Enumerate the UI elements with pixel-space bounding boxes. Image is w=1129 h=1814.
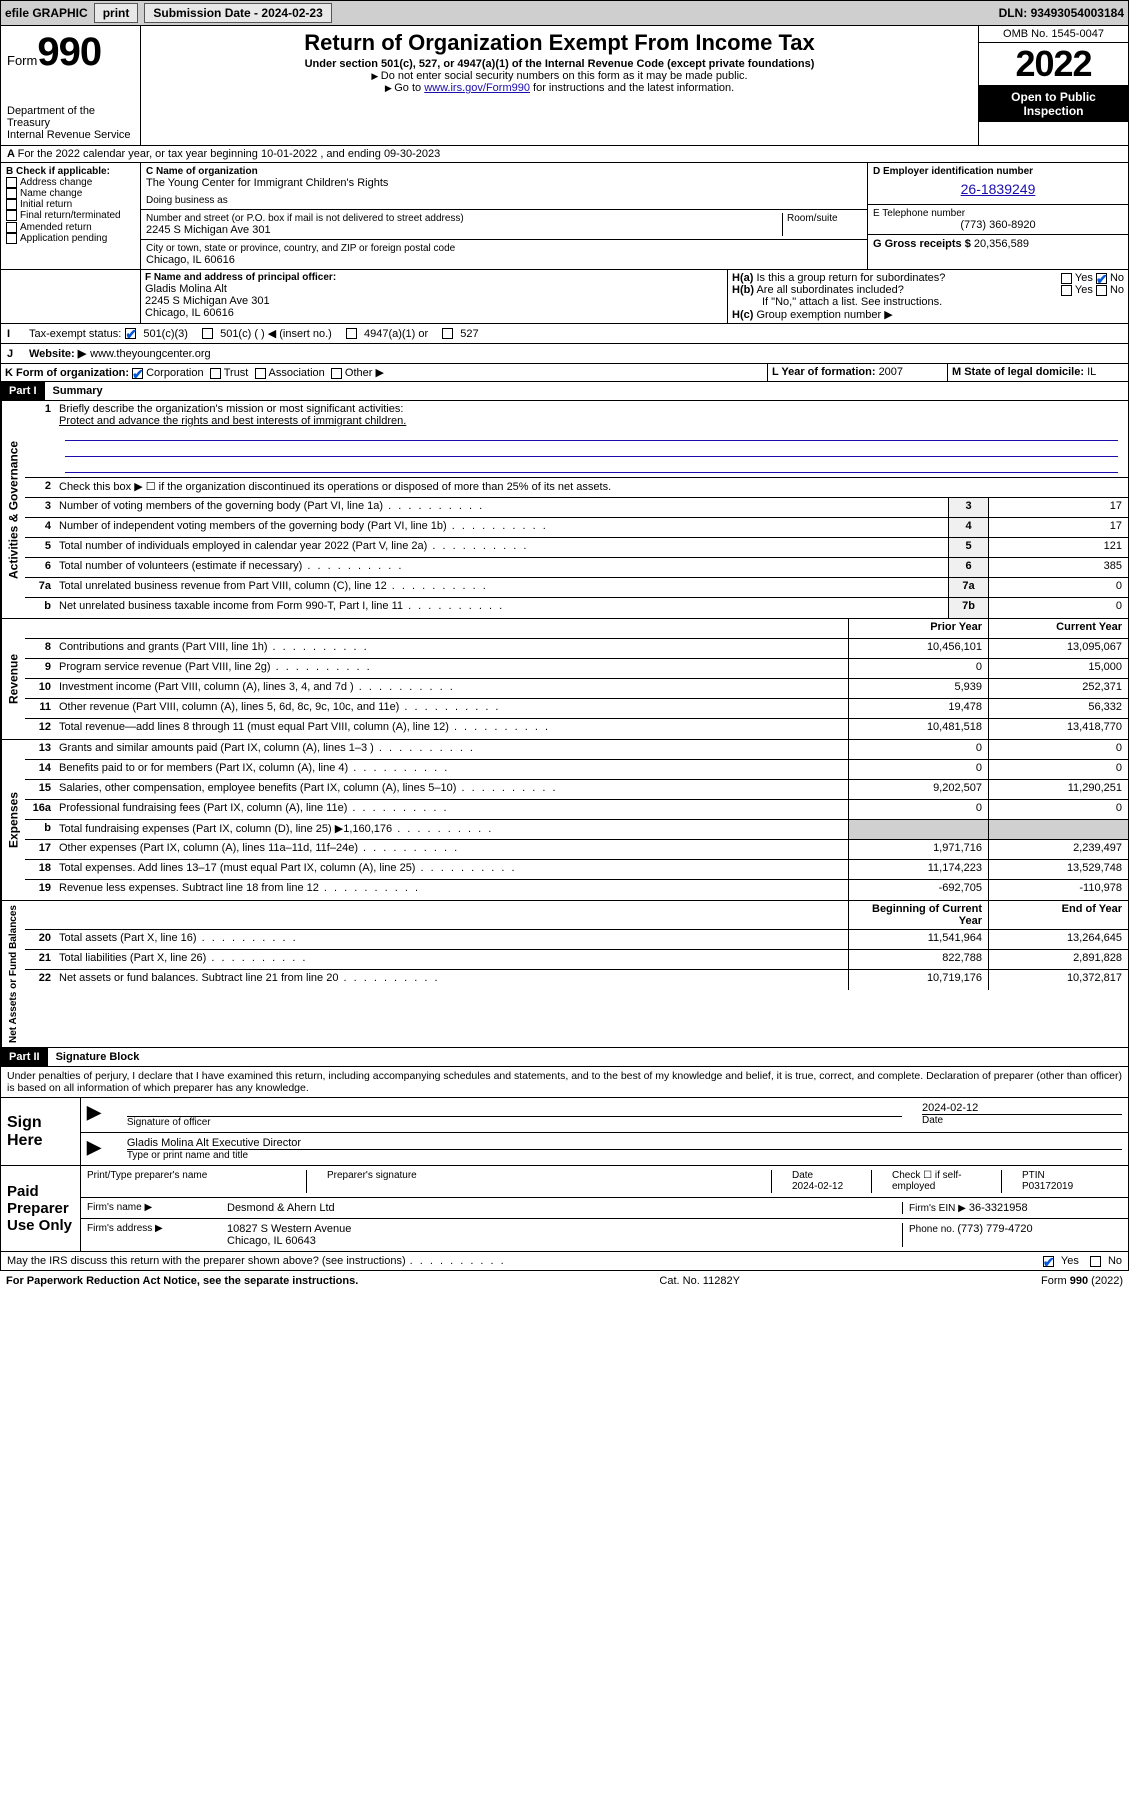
hb-yes-checkbox[interactable] <box>1061 285 1072 296</box>
summary-expenses: Expenses 13Grants and similar amounts pa… <box>0 740 1129 901</box>
summary-governance: Activities & Governance 1 Briefly descri… <box>0 401 1129 619</box>
ssn-note: Do not enter social security numbers on … <box>149 70 970 82</box>
501c3-checkbox[interactable] <box>125 328 136 339</box>
line-j: J Website: ▶ www.theyoungcenter.org <box>0 344 1129 364</box>
discuss-no-checkbox[interactable] <box>1090 1256 1101 1267</box>
telephone: (773) 360-8920 <box>873 219 1123 231</box>
line-i: I Tax-exempt status: 501(c)(3) 501(c) ( … <box>0 324 1129 344</box>
omb-number: OMB No. 1545-0047 <box>979 26 1128 43</box>
may-irs-discuss: May the IRS discuss this return with the… <box>0 1252 1129 1271</box>
website: www.theyoungcenter.org <box>90 348 210 360</box>
signature-block: Sign Here ▶ Signature of officer 2024-02… <box>0 1098 1129 1166</box>
preparer-block: Paid Preparer Use Only Print/Type prepar… <box>0 1166 1129 1252</box>
501c-checkbox[interactable] <box>202 328 213 339</box>
line-a: A For the 2022 calendar year, or tax yea… <box>0 146 1129 163</box>
discuss-yes-checkbox[interactable] <box>1043 1256 1054 1267</box>
dln-label: DLN: 93493054003184 <box>999 6 1124 20</box>
hb-no-checkbox[interactable] <box>1096 285 1107 296</box>
ha-no-checkbox[interactable] <box>1096 273 1107 284</box>
summary-revenue: Revenue Prior Year Current Year 8Contrib… <box>0 619 1129 740</box>
page-footer: For Paperwork Reduction Act Notice, see … <box>0 1271 1129 1291</box>
goto-note: Go to www.irs.gov/Form990 for instructio… <box>149 82 970 94</box>
4947-checkbox[interactable] <box>346 328 357 339</box>
form-subtitle: Under section 501(c), 527, or 4947(a)(1)… <box>149 58 970 70</box>
col-b-checkboxes: B Check if applicable: Address change Na… <box>1 163 141 269</box>
public-inspection: Open to Public Inspection <box>979 86 1128 122</box>
527-checkbox[interactable] <box>442 328 453 339</box>
irs-label: Internal Revenue Service <box>7 129 134 141</box>
part-i-header: Part I Summary <box>0 382 1129 401</box>
line-klm: K Form of organization: Corporation Trus… <box>0 364 1129 382</box>
gross-receipts: 20,356,589 <box>974 238 1029 250</box>
block-f-h: F Name and address of principal officer:… <box>0 270 1129 324</box>
part-ii-header: Part II Signature Block <box>0 1048 1129 1067</box>
application-pending-checkbox[interactable] <box>6 233 17 244</box>
submission-date-button[interactable]: Submission Date - 2024-02-23 <box>144 3 331 23</box>
form-number: Form990 <box>7 30 134 75</box>
amended-return-checkbox[interactable] <box>6 222 17 233</box>
assoc-checkbox[interactable] <box>255 368 266 379</box>
final-return-checkbox[interactable] <box>6 210 17 221</box>
efile-label: efile GRAPHIC <box>5 6 88 20</box>
form-title: Return of Organization Exempt From Incom… <box>149 30 970 56</box>
summary-netassets: Net Assets or Fund Balances Beginning of… <box>0 901 1129 1048</box>
initial-return-checkbox[interactable] <box>6 199 17 210</box>
irs-link[interactable]: www.irs.gov/Form990 <box>424 82 530 94</box>
trust-checkbox[interactable] <box>210 368 221 379</box>
org-name: The Young Center for Immigrant Children'… <box>146 177 862 189</box>
print-button[interactable]: print <box>94 3 139 23</box>
tax-year: 2022 <box>979 43 1128 86</box>
perjury-declaration: Under penalties of perjury, I declare th… <box>0 1067 1129 1098</box>
entity-block: B Check if applicable: Address change Na… <box>0 163 1129 270</box>
form-header: Form990 Department of the Treasury Inter… <box>0 26 1129 146</box>
other-checkbox[interactable] <box>331 368 342 379</box>
ha-yes-checkbox[interactable] <box>1061 273 1072 284</box>
org-address: 2245 S Michigan Ave 301 <box>146 224 782 236</box>
ein-link[interactable]: 26-1839249 <box>961 181 1036 197</box>
name-change-checkbox[interactable] <box>6 188 17 199</box>
corp-checkbox[interactable] <box>132 368 143 379</box>
dept-label: Department of the Treasury <box>7 105 134 129</box>
org-city: Chicago, IL 60616 <box>146 254 862 266</box>
address-change-checkbox[interactable] <box>6 177 17 188</box>
top-bar: efile GRAPHIC print Submission Date - 20… <box>0 0 1129 26</box>
